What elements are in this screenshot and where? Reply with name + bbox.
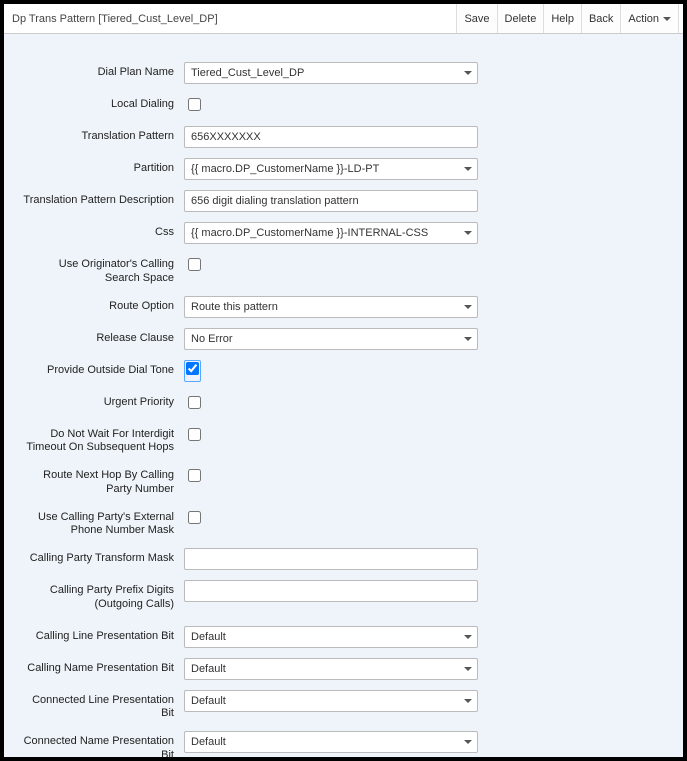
use-external-phone-mask-checkbox[interactable] (188, 511, 201, 524)
no-wait-interdigit-label: Do Not Wait For Interdigit Timeout On Su… (22, 424, 184, 456)
action-button[interactable]: Action (620, 4, 679, 33)
app-frame: Dp Trans Pattern [Tiered_Cust_Level_DP] … (0, 0, 687, 761)
back-label: Back (589, 13, 613, 25)
translation-pattern-desc-input[interactable] (184, 190, 478, 212)
calling-line-presentation-bit-label: Calling Line Presentation Bit (22, 626, 184, 644)
partition-select[interactable] (184, 158, 478, 180)
calling-party-prefix-digits-input[interactable] (184, 580, 478, 602)
release-clause-select[interactable] (184, 328, 478, 350)
route-option-label: Route Option (22, 296, 184, 314)
form-area: Dial Plan Name Local Dialing Translation… (4, 34, 683, 757)
help-button[interactable]: Help (543, 4, 581, 33)
translation-pattern-label: Translation Pattern (22, 126, 184, 144)
use-external-phone-mask-label: Use Calling Party's External Phone Numbe… (22, 507, 184, 539)
use-originators-css-checkbox[interactable] (188, 258, 201, 271)
delete-button[interactable]: Delete (497, 4, 544, 33)
calling-party-transform-mask-label: Calling Party Transform Mask (22, 548, 184, 566)
delete-label: Delete (505, 13, 537, 25)
page-title: Dp Trans Pattern [Tiered_Cust_Level_DP] (8, 13, 218, 25)
back-button[interactable]: Back (581, 4, 620, 33)
chevron-down-icon (663, 17, 671, 21)
local-dialing-checkbox[interactable] (188, 98, 201, 111)
route-next-hop-label: Route Next Hop By Calling Party Number (22, 465, 184, 497)
urgent-priority-label: Urgent Priority (22, 392, 184, 410)
calling-line-presentation-bit-select[interactable] (184, 626, 478, 648)
partition-label: Partition (22, 158, 184, 176)
route-next-hop-checkbox[interactable] (188, 469, 201, 482)
calling-name-presentation-bit-label: Calling Name Presentation Bit (22, 658, 184, 676)
provide-outside-dial-tone-checkbox[interactable] (186, 362, 199, 375)
calling-party-prefix-digits-label: Calling Party Prefix Digits (Outgoing Ca… (22, 580, 184, 612)
save-button[interactable]: Save (456, 4, 496, 33)
translation-pattern-input[interactable] (184, 126, 478, 148)
action-label: Action (628, 13, 659, 25)
connected-name-presentation-bit-label: Connected Name Presentation Bit (22, 731, 184, 757)
save-label: Save (464, 13, 489, 25)
css-label: Css (22, 222, 184, 240)
calling-party-transform-mask-input[interactable] (184, 548, 478, 570)
translation-pattern-desc-label: Translation Pattern Description (22, 190, 184, 208)
css-select[interactable] (184, 222, 478, 244)
dial-plan-name-select[interactable] (184, 62, 478, 84)
connected-name-presentation-bit-select[interactable] (184, 731, 478, 753)
header-buttons: Save Delete Help Back Action (456, 4, 679, 33)
no-wait-interdigit-checkbox[interactable] (188, 428, 201, 441)
urgent-priority-checkbox[interactable] (188, 396, 201, 409)
local-dialing-label: Local Dialing (22, 94, 184, 112)
connected-line-presentation-bit-label: Connected Line Presentation Bit (22, 690, 184, 722)
calling-name-presentation-bit-select[interactable] (184, 658, 478, 680)
provide-outside-dial-tone-label: Provide Outside Dial Tone (22, 360, 184, 378)
route-option-select[interactable] (184, 296, 478, 318)
connected-line-presentation-bit-select[interactable] (184, 690, 478, 712)
use-originators-css-label: Use Originator's Calling Search Space (22, 254, 184, 286)
header: Dp Trans Pattern [Tiered_Cust_Level_DP] … (4, 4, 683, 34)
release-clause-label: Release Clause (22, 328, 184, 346)
help-label: Help (551, 13, 574, 25)
dial-plan-name-label: Dial Plan Name (22, 62, 184, 80)
